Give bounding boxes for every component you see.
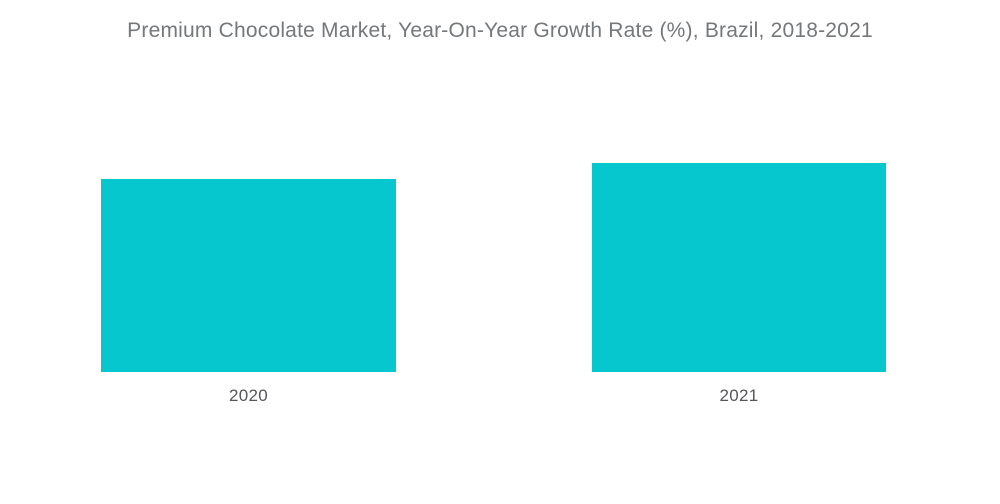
bar-2020 <box>101 179 396 372</box>
bar-2021 <box>592 163 886 372</box>
category-label-2021: 2021 <box>719 386 759 405</box>
chart-title: Premium Chocolate Market, Year-On-Year G… <box>127 19 873 42</box>
category-label-2020: 2020 <box>228 386 269 405</box>
